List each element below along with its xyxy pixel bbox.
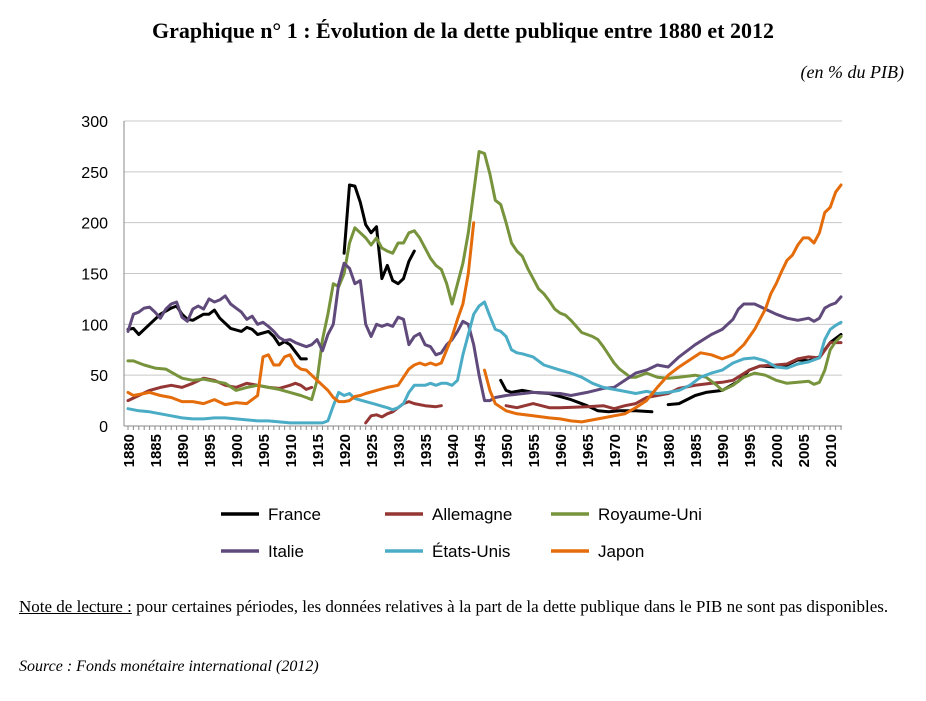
legend-label-italie: Italie: [268, 542, 304, 561]
legend-label-france: France: [268, 505, 321, 524]
legend-label-allemagne: Allemagne: [432, 505, 512, 524]
legend-label-japon: Japon: [598, 542, 644, 561]
note-text: pour certaines périodes, les données rel…: [131, 597, 889, 616]
x-tick-label: 1925: [364, 434, 381, 467]
series-lines: [126, 150, 843, 425]
series-line-italie: [126, 261, 843, 403]
series-line-royaume-uni: [126, 150, 843, 402]
x-tick-label: 1930: [391, 434, 408, 467]
x-tick-label: 1920: [337, 434, 354, 467]
series-line-france: [499, 378, 654, 414]
y-tick-label: 200: [81, 216, 108, 233]
x-tick-label: 1885: [148, 434, 165, 467]
x-tick-label: 1955: [526, 434, 543, 467]
x-tick-label: 1940: [445, 434, 462, 467]
legend: France Allemagne Royaume-Uni Italie États-Un…: [221, 505, 702, 561]
legend-label-royaume-uni: Royaume-Uni: [598, 505, 702, 524]
reading-note: Note de lecture : pour certaines période…: [19, 596, 909, 618]
unit-label: (en % du PIB): [800, 62, 904, 82]
series-line-etats-unis: [126, 300, 843, 425]
x-tick-label: 1970: [607, 434, 624, 467]
x-tick-label: 2010: [823, 434, 840, 467]
x-tick-label: 1900: [229, 434, 246, 467]
y-tick-label: 300: [81, 114, 108, 131]
x-tick-label: 1980: [661, 434, 678, 467]
series-line-japon: [126, 221, 476, 407]
y-tick-label: 50: [90, 368, 108, 385]
chart-title: Graphique n° 1 : Évolution de la dette p…: [152, 18, 774, 43]
series-line-japon: [483, 183, 843, 424]
source-citation: Source : Fonds monétaire international (…: [19, 658, 319, 675]
x-tick-label: 1895: [202, 434, 219, 467]
x-tick-label: 1945: [472, 434, 489, 467]
series-line-allemagne: [504, 341, 843, 411]
x-tick-label: 1890: [175, 434, 192, 467]
y-tick-label: 100: [81, 317, 108, 334]
x-tick-label: 1995: [742, 434, 759, 467]
x-tick-label: 1905: [256, 434, 273, 467]
y-axis-ticks: 0 50 100 150 200 250 300: [81, 114, 108, 436]
y-tick-label: 250: [81, 165, 108, 182]
x-tick-label: 2000: [769, 434, 786, 467]
x-axis: 1880 1885 1890 1895 1900 1905 1910 1915 1920 1925…: [121, 426, 842, 467]
x-tick-label: 2005: [796, 434, 813, 467]
x-tick-label: 1915: [310, 434, 327, 467]
series-line-france: [342, 183, 416, 286]
y-tick-label: 150: [81, 267, 108, 284]
legend-label-etats-unis: États-Unis: [432, 542, 510, 561]
x-tick-label: 1975: [634, 434, 651, 467]
note-label: Note de lecture :: [19, 597, 132, 616]
x-tick-label: 1985: [688, 434, 705, 467]
x-tick-label: 1910: [283, 434, 300, 467]
y-tick-label: 0: [99, 419, 108, 436]
x-tick-label: 1935: [418, 434, 435, 467]
x-tick-label: 1965: [580, 434, 597, 467]
x-tick-label: 1950: [499, 434, 516, 467]
x-tick-label: 1880: [121, 434, 138, 467]
x-tick-label: 1960: [553, 434, 570, 467]
x-tick-label: 1990: [715, 434, 732, 467]
